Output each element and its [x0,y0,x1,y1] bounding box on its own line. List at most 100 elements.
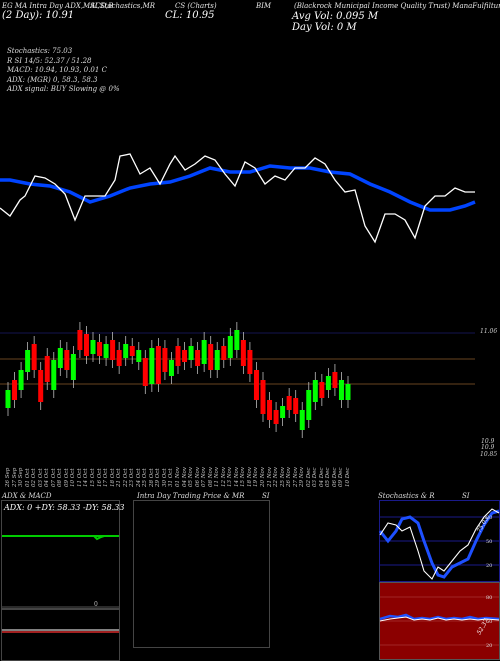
date-label: 18 Oct [109,468,116,487]
rsi-signal-line [379,616,500,622]
date-label: 04 Oct [44,468,51,487]
date-label: 29 Oct [155,468,162,487]
rsi-lines: 80 50 20 52.37 [379,595,500,649]
candle-body [90,340,96,354]
date-label: 19 Nov [253,467,260,487]
info-macd: MACD: 10.94, 10.93, 0.01 C [7,66,107,74]
candle-body [110,340,116,360]
header-day-vol: Day Vol: 0 M [292,22,357,33]
date-label: 11 Oct [76,468,83,487]
candle-body [253,370,259,400]
date-label: 05 Dec [325,467,332,488]
header-indicators: EG MA Intra Day ADX,MACD,B [2,2,114,10]
candle-body [64,350,70,370]
date-label: 31 Oct [168,468,175,487]
candle-body [25,350,31,372]
date-label: 25 Nov [279,467,286,487]
candle-body [129,346,135,356]
rsi-line [379,613,500,621]
date-label: 07 Nov [201,467,208,487]
date-label: 12 Nov [220,467,227,487]
candle-body [103,344,109,358]
header-company: (Blackrock Municipal Income Quality Trus… [294,2,500,10]
date-label: 03 Dec [312,467,319,488]
date-label: 02 Dec [305,467,312,488]
candle-body [149,348,155,384]
candle-body [319,382,325,398]
date-label: 27 Sep [11,467,18,487]
candle-body [136,350,142,362]
header-indicators-2: SI,Stochastics,MR [90,2,156,10]
candle-body [168,360,174,376]
candle-body [227,336,233,358]
price-label-top: 11.06 [480,328,498,335]
stoch-panel-title: Stochastics & R [378,492,435,500]
date-label: 30 Sep [18,467,25,487]
header-avg-vol: Avg Vol: 0.095 M [292,11,379,22]
candle-body [325,376,331,390]
candle-body [175,346,181,366]
candle-body [201,340,207,364]
candle-body [208,344,214,370]
candle-body [70,354,76,380]
ma-chart [0,153,476,244]
adx-readout: ADX: 0 +DY: 58.33 -DY: 58.33 [4,503,125,512]
price-label-mid: 10.9 [481,438,495,445]
candle-body [5,390,11,408]
date-label: 17 Oct [103,468,110,487]
header-2day: (2 Day): 10.91 [2,10,75,21]
date-label: 26 Sep [5,467,11,487]
date-label: 28 Oct [148,468,155,487]
date-label: 15 Oct [90,468,96,487]
intraday-panel [133,500,270,648]
info-adx-signal: ADX signal: BUY Slowing @ 0% [7,85,120,93]
intraday-panel-si: SI [262,492,270,500]
date-label: 04 Dec [318,467,325,488]
candle-body [44,356,50,382]
candle-body [182,350,188,362]
info-block: Stochastics: 75.03 R SI 14/5: 52.37 / 51… [7,47,120,95]
stoch-k-line [378,509,500,579]
date-label: 27 Nov [292,467,299,487]
stoch-d-line [379,508,500,580]
candle-body [116,350,122,366]
date-label: 15 Nov [240,467,247,487]
date-label: 21 Nov [266,467,273,487]
header-charts: CS (Charts) [175,2,217,10]
candle-body [38,370,44,402]
candle-body [83,334,89,356]
date-label: 04 Nov [181,467,188,487]
candle-body [18,370,24,390]
candles-group [5,322,351,438]
moving-average-line [0,164,476,212]
candle-body [332,372,338,388]
intraday-panel-title: Intra Day Trading Price & MR [137,492,245,500]
date-label: 23 Oct [129,468,136,487]
candle-body [142,358,148,386]
candle-body [312,380,318,402]
date-label: 26 Nov [286,467,293,487]
candle-body [293,398,299,414]
date-label: 13 Nov [227,467,234,487]
date-label: 09 Oct [63,468,70,487]
date-label: 09 Dec [338,467,345,488]
header-close: CL: 10.95 [165,10,215,21]
candle-body [57,348,63,368]
candle-body [234,330,240,350]
header-symbol: BIM [256,2,272,10]
adx-zero: 0 [94,601,98,608]
date-label: 11 Nov [214,467,221,487]
date-label: 01 Nov [175,467,181,487]
date-label: 05 Nov [188,467,195,487]
candle-body [345,384,351,400]
candle-body [280,406,286,418]
candle-body [286,396,292,410]
price-label-low: 10.9 [481,444,495,451]
rsi-panel: 80 50 20 52.37 [379,582,500,660]
info-rsi: R SI 14/5: 52.37 / 51.28 [7,56,92,65]
date-label: 02 Oct [31,468,38,487]
rsi-level-80: 80 [486,595,492,601]
date-label: 10 Dec [345,467,351,488]
date-label: 14 Oct [83,468,90,487]
stoch-level-80: 80 [486,515,492,521]
